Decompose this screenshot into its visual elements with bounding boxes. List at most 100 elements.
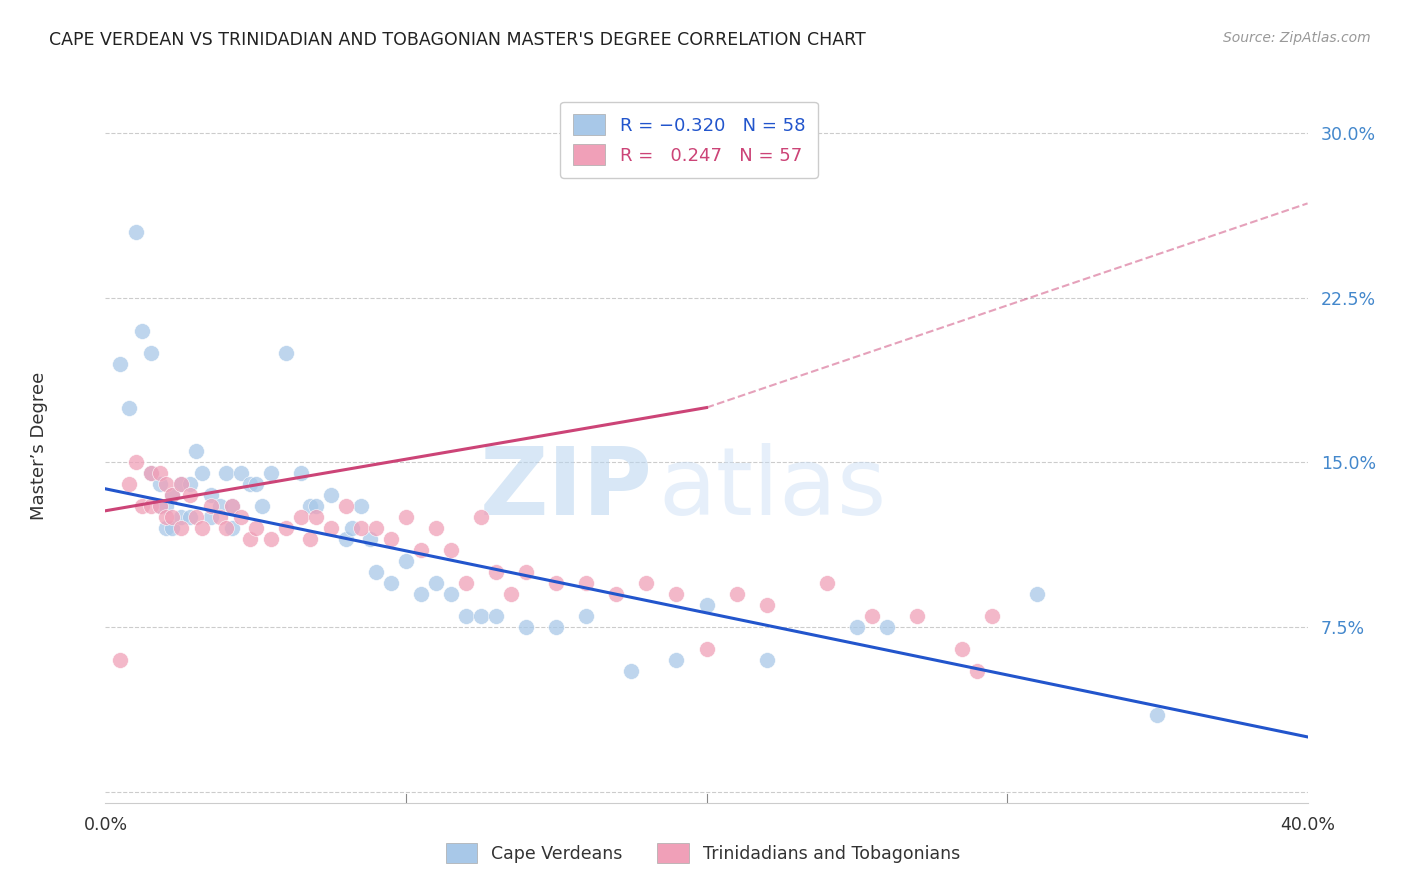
Point xyxy=(425,521,447,535)
Text: ZIP: ZIP xyxy=(479,442,652,535)
Point xyxy=(184,444,207,458)
Point xyxy=(169,521,191,535)
Point xyxy=(395,554,418,568)
Point xyxy=(208,500,231,514)
Point xyxy=(179,488,201,502)
Legend: R = −0.320   N = 58, R =   0.247   N = 57: R = −0.320 N = 58, R = 0.247 N = 57 xyxy=(560,102,818,178)
Point xyxy=(456,609,478,624)
Point xyxy=(250,500,273,514)
Point xyxy=(148,477,170,491)
Point xyxy=(636,576,658,591)
Point xyxy=(274,345,297,359)
Point xyxy=(221,521,243,535)
Point xyxy=(148,500,170,514)
Point xyxy=(1146,708,1168,723)
Point xyxy=(214,521,236,535)
Point xyxy=(298,533,321,547)
Point xyxy=(470,609,492,624)
Point xyxy=(124,225,146,239)
Point xyxy=(620,664,643,678)
Point xyxy=(229,510,252,524)
Point xyxy=(155,477,177,491)
Point xyxy=(169,510,191,524)
Point xyxy=(501,587,523,601)
Point xyxy=(456,576,478,591)
Point xyxy=(305,510,328,524)
Point xyxy=(169,477,191,491)
Point xyxy=(319,521,342,535)
Point xyxy=(160,488,183,502)
Point xyxy=(515,566,537,580)
Point xyxy=(395,510,418,524)
Point xyxy=(139,467,162,481)
Point xyxy=(380,533,402,547)
Point xyxy=(546,620,568,634)
Point xyxy=(696,642,718,657)
Point xyxy=(364,521,387,535)
Point xyxy=(409,543,432,558)
Point xyxy=(160,521,183,535)
Point xyxy=(290,467,312,481)
Point xyxy=(139,467,162,481)
Point xyxy=(260,533,283,547)
Point xyxy=(755,598,778,612)
Point xyxy=(725,587,748,601)
Point xyxy=(124,455,146,469)
Point xyxy=(350,521,373,535)
Point xyxy=(155,510,177,524)
Point xyxy=(340,521,363,535)
Point xyxy=(160,488,183,502)
Point xyxy=(335,500,357,514)
Point xyxy=(364,566,387,580)
Point xyxy=(950,642,973,657)
Point xyxy=(440,587,463,601)
Point xyxy=(665,587,688,601)
Point xyxy=(131,500,153,514)
Point xyxy=(179,477,201,491)
Point xyxy=(169,477,191,491)
Point xyxy=(470,510,492,524)
Point xyxy=(981,609,1004,624)
Point xyxy=(160,510,183,524)
Point xyxy=(815,576,838,591)
Point xyxy=(485,609,508,624)
Point xyxy=(696,598,718,612)
Point xyxy=(221,500,243,514)
Point xyxy=(118,401,141,415)
Point xyxy=(485,566,508,580)
Point xyxy=(546,576,568,591)
Text: Master’s Degree: Master’s Degree xyxy=(31,372,48,520)
Point xyxy=(359,533,381,547)
Point xyxy=(515,620,537,634)
Point xyxy=(245,521,267,535)
Point xyxy=(860,609,883,624)
Point xyxy=(319,488,342,502)
Point xyxy=(845,620,868,634)
Point xyxy=(221,500,243,514)
Point xyxy=(179,510,201,524)
Point xyxy=(239,533,262,547)
Point xyxy=(229,467,252,481)
Point xyxy=(298,500,321,514)
Point xyxy=(148,467,170,481)
Point xyxy=(425,576,447,591)
Point xyxy=(575,576,598,591)
Point xyxy=(380,576,402,591)
Point xyxy=(110,653,132,667)
Point xyxy=(139,500,162,514)
Text: Source: ZipAtlas.com: Source: ZipAtlas.com xyxy=(1223,31,1371,45)
Point xyxy=(148,500,170,514)
Point xyxy=(200,500,222,514)
Point xyxy=(208,510,231,524)
Point xyxy=(110,357,132,371)
Point xyxy=(905,609,928,624)
Point xyxy=(274,521,297,535)
Point xyxy=(260,467,283,481)
Point xyxy=(190,467,212,481)
Point xyxy=(155,500,177,514)
Point xyxy=(305,500,328,514)
Point xyxy=(118,477,141,491)
Point xyxy=(155,521,177,535)
Point xyxy=(665,653,688,667)
Point xyxy=(190,521,212,535)
